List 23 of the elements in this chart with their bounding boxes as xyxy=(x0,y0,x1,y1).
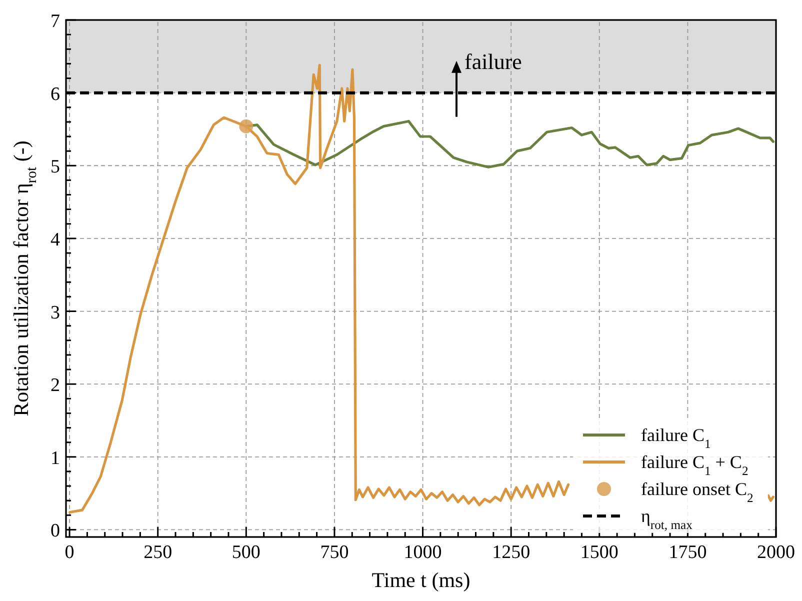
y-tick-label: 7 xyxy=(50,11,60,32)
x-tick-label: 250 xyxy=(144,542,172,563)
x-axis-title: Time t (ms) xyxy=(372,568,470,592)
legend-label: failure C$_{1}$ + C$_{2}$ xyxy=(641,452,748,478)
x-tick-label: 0 xyxy=(64,542,74,563)
y-tick-label: 0 xyxy=(50,520,60,542)
legend-label: failure onset C$_{2}$ xyxy=(641,479,754,505)
x-tick-label: 2000 xyxy=(757,542,795,563)
y-tick-label: 4 xyxy=(50,229,60,250)
y-tick-label: 5 xyxy=(50,156,60,178)
band-label: failure xyxy=(464,48,522,74)
x-tick-label: 500 xyxy=(232,542,260,563)
y-tick-label: 1 xyxy=(50,448,60,469)
x-tick-label: 1000 xyxy=(404,542,442,563)
legend-label: failure C$_{1}$ xyxy=(641,425,711,451)
y-tick-label: 2 xyxy=(50,375,60,396)
x-tick-label: 1250 xyxy=(492,542,530,563)
x-tick-label: 1750 xyxy=(668,542,707,563)
y-tick-label: 3 xyxy=(50,302,60,324)
y-tick-label: 6 xyxy=(50,84,60,105)
legend-label: η$_{rot, max}$ xyxy=(641,506,694,532)
x-tick-label: 1500 xyxy=(580,542,618,563)
x-tick-label: 750 xyxy=(320,542,349,563)
